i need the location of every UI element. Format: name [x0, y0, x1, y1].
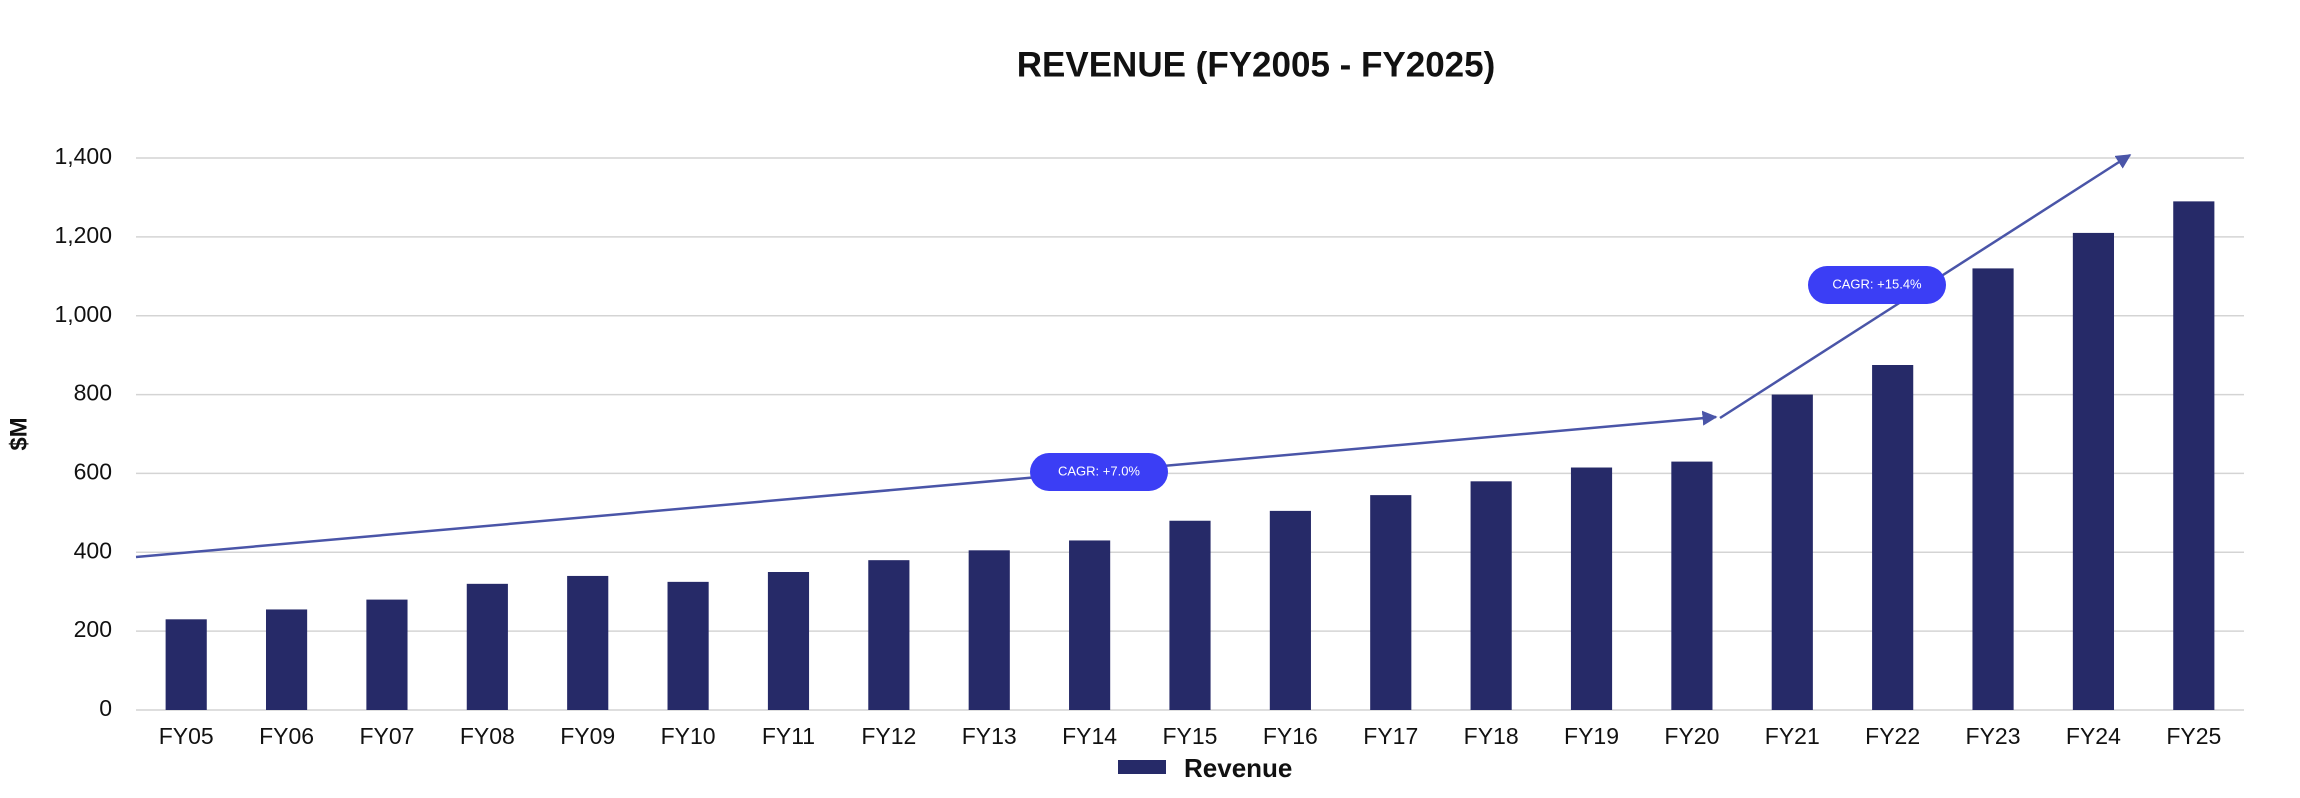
bar	[1370, 495, 1412, 710]
x-tick-label: FY07	[359, 723, 414, 749]
x-tick-label: FY06	[259, 723, 314, 749]
bar	[1269, 510, 1311, 710]
x-tick-label: FY24	[2066, 723, 2121, 749]
bar	[868, 560, 910, 710]
annotation: CAGR: +15.4%	[1832, 276, 1922, 291]
x-tick-label: FY11	[762, 723, 815, 749]
x-tick-label: FY13	[962, 723, 1017, 749]
annotation-pill	[1808, 266, 1946, 304]
x-tick-label: FY09	[560, 723, 615, 749]
chart-title: REVENUE (FY2005 - FY2025)	[1017, 45, 1496, 84]
x-tick-label: FY08	[460, 723, 515, 749]
x-tick-label: FY10	[661, 723, 716, 749]
x-tick-label: FY17	[1363, 723, 1418, 749]
bar	[1972, 268, 2014, 710]
annotation-pill	[1030, 453, 1168, 491]
x-tick-label: FY14	[1062, 723, 1117, 749]
bar	[1570, 467, 1613, 710]
bar	[567, 575, 609, 710]
x-tick-label: FY23	[1966, 723, 2021, 749]
y-tick-label: 800	[74, 380, 112, 406]
bar	[1872, 365, 1914, 710]
bar	[968, 550, 1010, 710]
x-tick-label: FY15	[1163, 723, 1218, 749]
y-tick-label: 400	[74, 537, 112, 563]
bar	[1771, 394, 1813, 710]
y-tick-label: 1,000	[54, 301, 112, 327]
bar	[265, 609, 308, 710]
bar	[2173, 201, 2215, 710]
y-tick-label: 1,400	[54, 143, 112, 169]
x-tick-label: FY20	[1664, 723, 1719, 749]
bar	[1470, 481, 1512, 710]
y-tick-label: 0	[99, 695, 112, 721]
y-axis-label: $M	[5, 417, 32, 450]
legend-label: Revenue	[1184, 753, 1292, 783]
x-tick-label: FY05	[159, 723, 214, 749]
bar	[1169, 520, 1211, 710]
bar	[366, 599, 408, 710]
y-tick-label: 1,200	[54, 222, 112, 248]
y-tick-label: 200	[74, 616, 112, 642]
bar	[165, 619, 207, 710]
legend-swatch	[1118, 760, 1166, 774]
x-tick-label: FY25	[2166, 723, 2221, 749]
bar	[1069, 540, 1111, 710]
x-tick-label: FY22	[1865, 723, 1920, 749]
x-tick-label: FY12	[861, 723, 916, 749]
x-tick-label: FY18	[1464, 723, 1519, 749]
y-tick-label: 600	[74, 459, 112, 485]
bar	[767, 572, 810, 710]
annotation: CAGR: +7.0%	[1058, 463, 1140, 478]
x-tick-label: FY19	[1564, 723, 1619, 749]
bar	[2072, 232, 2115, 710]
bar	[466, 583, 508, 710]
x-tick-label: FY21	[1765, 723, 1820, 749]
bar	[667, 581, 709, 710]
trend-arrow	[135, 410, 1718, 559]
bar	[1671, 461, 1713, 710]
x-tick-label: FY16	[1263, 723, 1318, 749]
